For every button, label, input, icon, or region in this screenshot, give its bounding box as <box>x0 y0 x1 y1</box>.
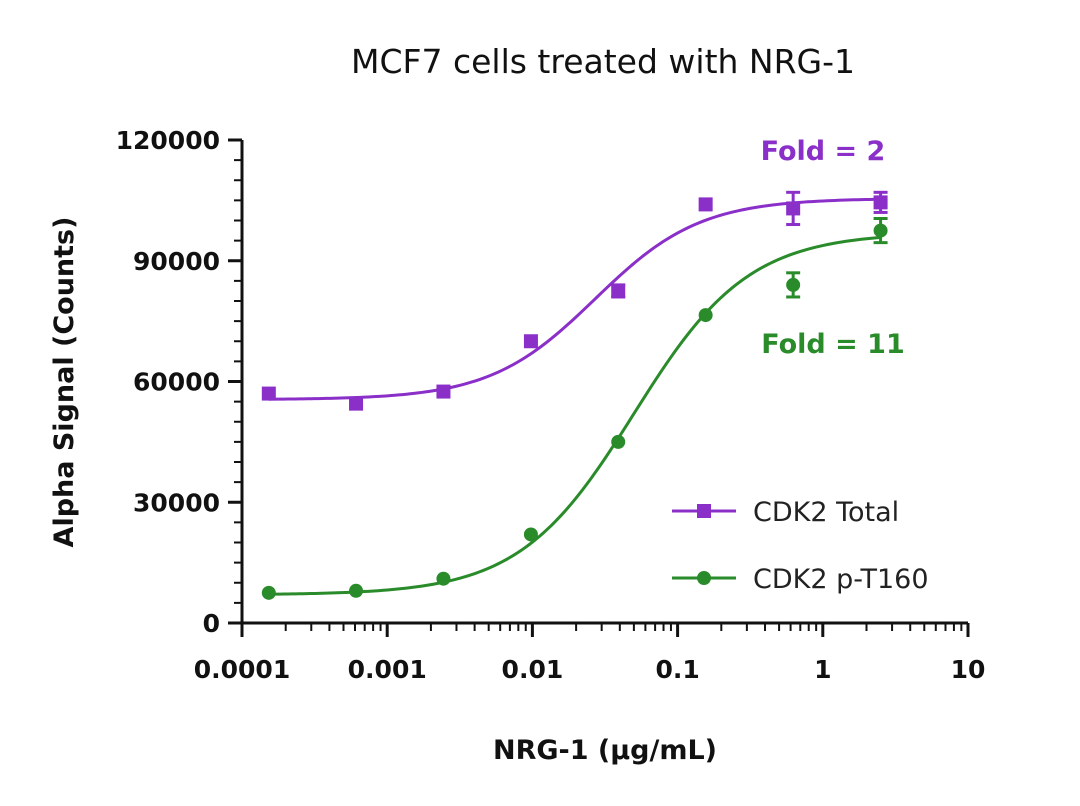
data-point-square <box>261 386 276 401</box>
data-point-square <box>611 283 626 298</box>
chart-title: MCF7 cells treated with NRG-1 <box>351 42 855 81</box>
annotation-fold-phospho: Fold = 11 <box>761 329 904 360</box>
x-axis-title: NRG-1 (µg/mL) <box>493 735 717 766</box>
data-point-square <box>523 334 538 349</box>
x-tick-label: 0.001 <box>348 655 427 684</box>
data-point-circle <box>523 527 538 542</box>
data-point-circle <box>261 585 276 600</box>
fit-curve-series-0 <box>268 197 881 401</box>
legend: CDK2 Total CDK2 p-T160 <box>672 497 929 595</box>
fit-curves <box>268 197 881 596</box>
y-axis-title: Alpha Signal (Counts) <box>49 217 80 548</box>
data-point-square <box>786 201 801 216</box>
x-tick-label: 0.0001 <box>194 655 290 684</box>
annotation-fold-total: Fold = 2 <box>761 136 886 167</box>
legend-marker-phospho <box>697 571 711 585</box>
data-point-circle <box>873 223 888 238</box>
data-point-circle <box>786 277 801 292</box>
legend-label-total: CDK2 Total <box>753 497 899 528</box>
legend-label-phospho: CDK2 p-T160 <box>753 564 929 595</box>
legend-marker-total <box>697 504 711 518</box>
x-tick-label: 0.1 <box>655 655 699 684</box>
legend-item-phospho: CDK2 p-T160 <box>672 564 929 595</box>
y-tick-label: 120000 <box>116 126 220 155</box>
y-tick-label: 90000 <box>133 247 220 276</box>
x-tick-label: 1 <box>814 655 831 684</box>
x-tick-label: 0.01 <box>502 655 564 684</box>
data-point-square <box>873 195 888 210</box>
legend-item-total: CDK2 Total <box>672 497 899 528</box>
data-point-circle <box>349 583 364 598</box>
x-tick-label: 10 <box>951 655 986 684</box>
fit-curve-series-1 <box>268 235 881 596</box>
data-point-circle <box>436 571 451 586</box>
data-point-square <box>436 384 451 399</box>
y-tick-label: 60000 <box>133 368 220 397</box>
data-point-square <box>349 396 364 411</box>
y-tick-label: 30000 <box>133 488 220 517</box>
axes: 0 30000 60000 90000 120000 0.0001 0.001 0.01 0.1… <box>116 126 986 684</box>
y-tick-label: 0 <box>203 609 220 638</box>
data-point-square <box>698 197 713 212</box>
data-point-circle <box>698 308 713 323</box>
data-points <box>261 190 888 600</box>
data-point-circle <box>611 434 626 449</box>
